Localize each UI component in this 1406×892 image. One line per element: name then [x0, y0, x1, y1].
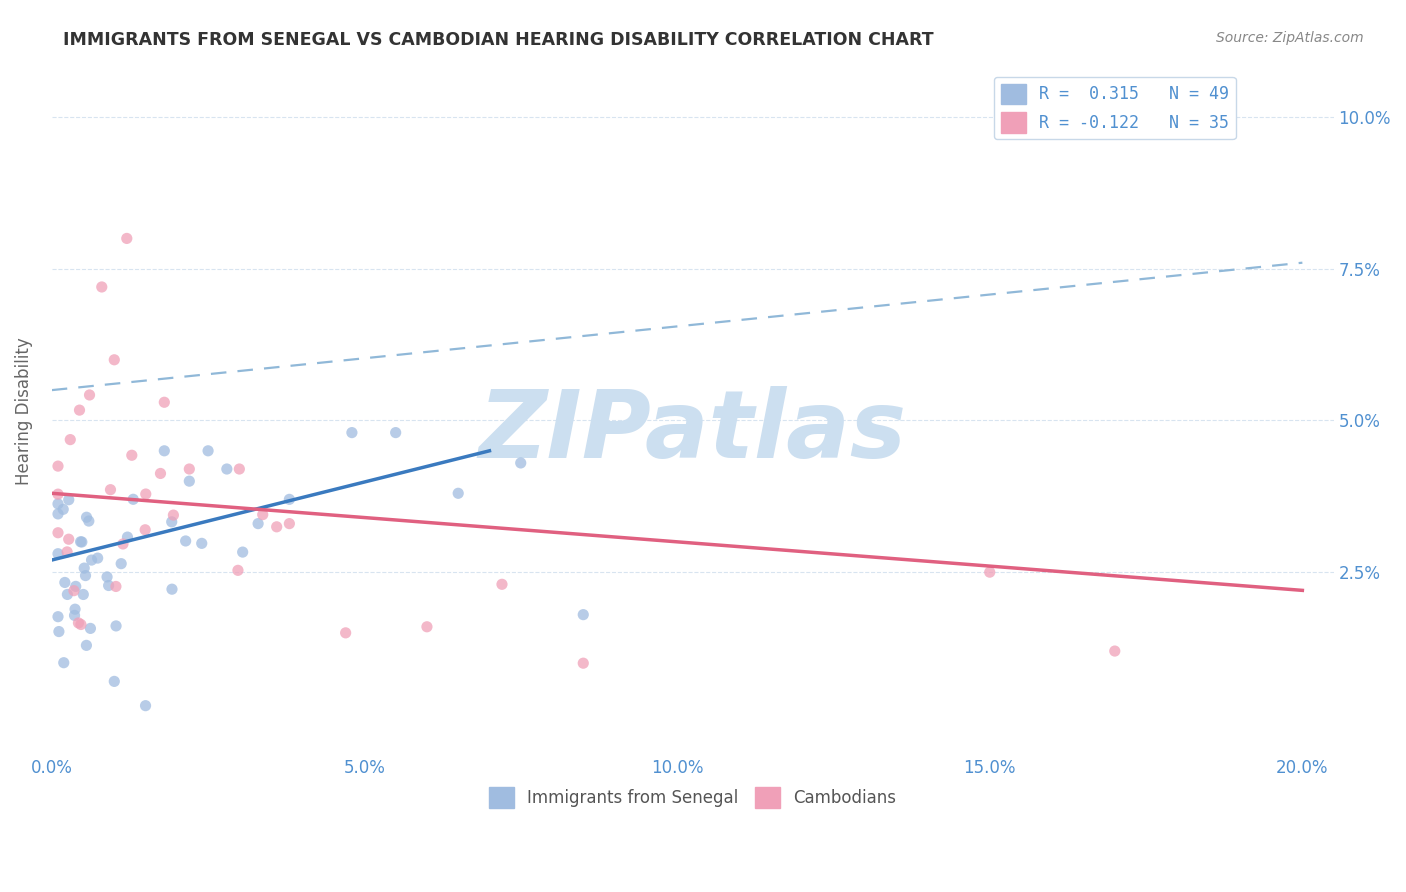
- Point: [103, 352, 125, 367]
- Point: [115, 231, 138, 245]
- Point: [447, 486, 470, 500]
- Point: [215, 462, 238, 476]
- Point: [111, 537, 134, 551]
- Point: [228, 462, 250, 476]
- Point: [67, 615, 90, 630]
- Point: [69, 534, 91, 549]
- Point: [75, 568, 97, 582]
- Point: [46, 609, 69, 624]
- Point: [232, 545, 254, 559]
- Point: [63, 583, 86, 598]
- Point: [46, 507, 69, 521]
- Point: [416, 620, 439, 634]
- Point: [266, 520, 288, 534]
- Point: [340, 425, 363, 440]
- Point: [252, 508, 274, 522]
- Point: [278, 492, 301, 507]
- Point: [52, 502, 75, 516]
- Point: [58, 532, 80, 546]
- Point: [160, 582, 183, 597]
- Point: [190, 536, 212, 550]
- Point: [135, 487, 157, 501]
- Point: [70, 535, 93, 549]
- Point: [153, 443, 176, 458]
- Point: [80, 553, 103, 567]
- Point: [335, 625, 357, 640]
- Point: [46, 459, 69, 474]
- Point: [105, 619, 128, 633]
- Point: [247, 516, 270, 531]
- Point: [56, 545, 79, 559]
- Point: [76, 510, 98, 524]
- Point: [73, 561, 96, 575]
- Point: [75, 638, 97, 652]
- Point: [226, 563, 249, 577]
- Point: [104, 579, 127, 593]
- Point: [979, 565, 1001, 579]
- Point: [103, 674, 125, 689]
- Legend: Immigrants from Senegal, Cambodians: Immigrants from Senegal, Cambodians: [482, 780, 903, 814]
- Point: [135, 698, 157, 713]
- Point: [96, 570, 118, 584]
- Point: [197, 443, 219, 458]
- Point: [79, 621, 101, 635]
- Point: [572, 656, 595, 670]
- Point: [122, 492, 145, 507]
- Point: [572, 607, 595, 622]
- Point: [1104, 644, 1126, 658]
- Point: [46, 497, 69, 511]
- Point: [160, 515, 183, 529]
- Y-axis label: Hearing Disability: Hearing Disability: [15, 337, 32, 485]
- Point: [100, 483, 122, 497]
- Point: [79, 388, 101, 402]
- Point: [384, 425, 406, 440]
- Point: [46, 525, 69, 540]
- Point: [117, 530, 139, 544]
- Text: Source: ZipAtlas.com: Source: ZipAtlas.com: [1216, 31, 1364, 45]
- Point: [59, 433, 82, 447]
- Point: [86, 551, 108, 566]
- Point: [491, 577, 513, 591]
- Point: [90, 280, 112, 294]
- Point: [53, 575, 76, 590]
- Point: [70, 617, 93, 632]
- Point: [174, 533, 197, 548]
- Point: [162, 508, 184, 522]
- Point: [46, 547, 69, 561]
- Point: [46, 487, 69, 501]
- Point: [65, 579, 87, 593]
- Point: [509, 456, 531, 470]
- Point: [97, 578, 120, 592]
- Point: [134, 523, 156, 537]
- Point: [69, 403, 91, 417]
- Point: [149, 467, 172, 481]
- Point: [179, 462, 201, 476]
- Point: [77, 514, 100, 528]
- Point: [63, 608, 86, 623]
- Point: [48, 624, 70, 639]
- Point: [52, 656, 75, 670]
- Point: [179, 474, 201, 488]
- Point: [278, 516, 301, 531]
- Point: [58, 492, 80, 507]
- Point: [110, 557, 132, 571]
- Point: [72, 587, 94, 601]
- Point: [153, 395, 176, 409]
- Point: [56, 587, 79, 601]
- Point: [121, 448, 143, 462]
- Text: ZIPatlas: ZIPatlas: [478, 386, 907, 478]
- Text: IMMIGRANTS FROM SENEGAL VS CAMBODIAN HEARING DISABILITY CORRELATION CHART: IMMIGRANTS FROM SENEGAL VS CAMBODIAN HEA…: [63, 31, 934, 49]
- Point: [63, 602, 86, 616]
